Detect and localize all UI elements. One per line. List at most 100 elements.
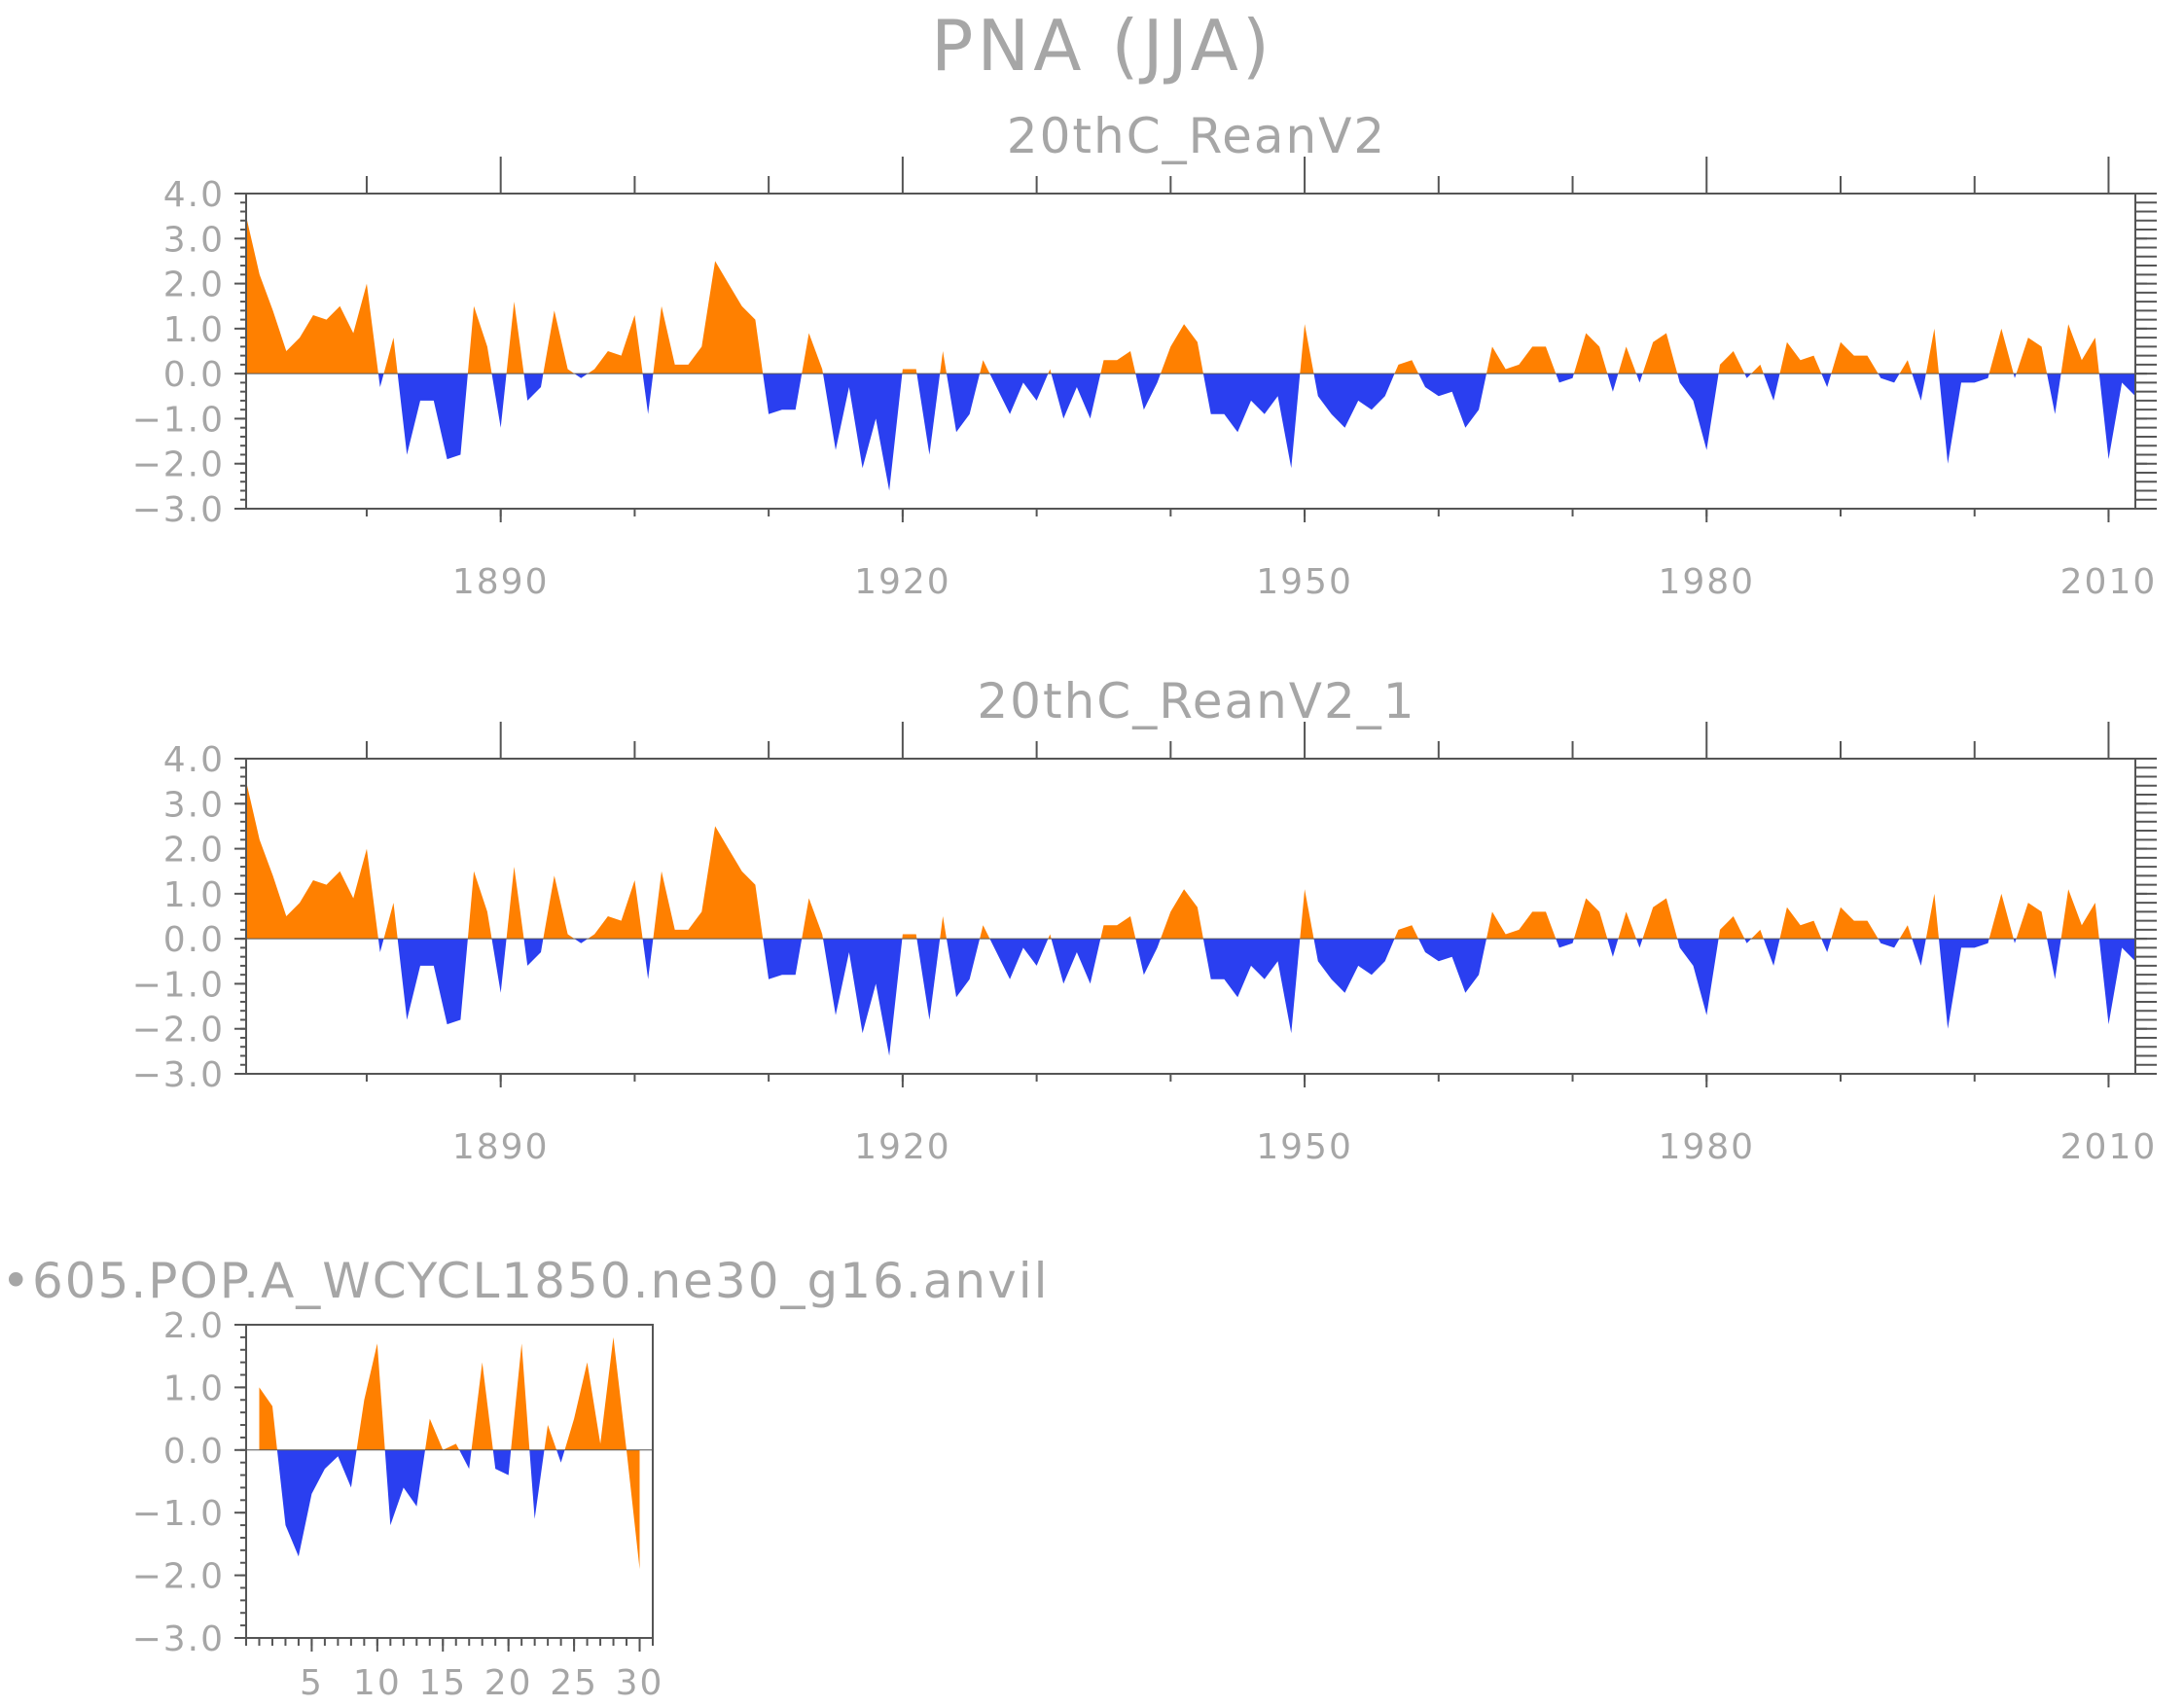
negative-anomaly-area bbox=[1636, 939, 1643, 948]
negative-anomaly-area bbox=[574, 373, 589, 378]
positive-anomaly-area bbox=[588, 880, 643, 940]
negative-anomaly-area bbox=[2013, 939, 2017, 943]
positive-anomaly-area bbox=[1751, 929, 1764, 940]
negative-anomaly-area bbox=[1763, 373, 1780, 401]
y-tick-label: 2.0 bbox=[163, 266, 225, 305]
negative-anomaly-area bbox=[1051, 373, 1101, 419]
positive-anomaly-area bbox=[511, 1343, 530, 1450]
y-tick-label: −1.0 bbox=[132, 1494, 225, 1534]
negative-anomaly-area bbox=[916, 939, 941, 1020]
negative-anomaly-area bbox=[1636, 373, 1643, 383]
positive-anomaly-area bbox=[467, 871, 492, 940]
negative-anomaly-area bbox=[2098, 939, 2135, 1025]
negative-anomaly-area bbox=[1878, 939, 1900, 948]
negative-anomaly-area bbox=[989, 373, 1049, 414]
figure-title: PNA (JJA) bbox=[931, 5, 1273, 87]
negative-anomaly-area bbox=[492, 1449, 512, 1476]
x-tick-label: 2010 bbox=[2060, 562, 2158, 602]
y-tick-label: −3.0 bbox=[132, 1055, 225, 1095]
negative-anomaly-area bbox=[1556, 373, 1574, 383]
positive-anomaly-area bbox=[653, 826, 764, 940]
positive-anomaly-area bbox=[1718, 351, 1745, 374]
negative-anomaly-area bbox=[377, 939, 384, 952]
plot-frame bbox=[245, 758, 2136, 1075]
x-tick-label: 1890 bbox=[452, 562, 550, 602]
positive-anomaly-area bbox=[1899, 360, 1913, 374]
negative-anomaly-area bbox=[491, 373, 507, 428]
y-tick-label: 2.0 bbox=[163, 1306, 225, 1346]
negative-anomaly-area bbox=[1912, 373, 1926, 401]
y-tick-label: 4.0 bbox=[163, 740, 225, 780]
panel-20thc-reanv2-1: 20thC_ReanV2_1 4.0 3.0 2.01.0 0.0 −1.0 −2.0 −3… bbox=[132, 673, 2158, 1167]
negative-anomaly-area bbox=[523, 939, 544, 966]
negative-anomaly-area bbox=[384, 1449, 425, 1526]
x-tick-label: 5 bbox=[300, 1663, 324, 1703]
x-tick-label: 15 bbox=[418, 1663, 467, 1703]
negative-anomaly-area bbox=[459, 1449, 472, 1470]
negative-anomaly-area bbox=[947, 373, 981, 433]
positive-anomaly-area bbox=[1048, 934, 1052, 940]
negative-anomaly-area bbox=[823, 939, 903, 1056]
negative-anomaly-area bbox=[523, 373, 544, 401]
negative-anomaly-area bbox=[1744, 373, 1752, 378]
positive-anomaly-area bbox=[1573, 333, 1608, 374]
x-tick-label: 25 bbox=[550, 1663, 598, 1703]
negative-anomaly-area bbox=[642, 373, 654, 414]
negative-anomaly-area bbox=[397, 939, 468, 1025]
negative-anomaly-area bbox=[2047, 373, 2061, 414]
negative-anomaly-area bbox=[1051, 939, 1101, 984]
negative-anomaly-area bbox=[1135, 939, 1161, 976]
negative-anomaly-area bbox=[1821, 373, 1832, 387]
positive-anomaly-area bbox=[1394, 925, 1419, 940]
positive-anomaly-area bbox=[246, 216, 378, 374]
y-tick-label: −3.0 bbox=[132, 490, 225, 530]
positive-anomaly-area bbox=[1394, 360, 1419, 374]
y-tick-label: 4.0 bbox=[163, 175, 225, 215]
positive-anomaly-area bbox=[246, 781, 378, 940]
positive-anomaly-area bbox=[1300, 889, 1314, 940]
negative-anomaly-area bbox=[642, 939, 654, 979]
y-tick-label: −2.0 bbox=[132, 1557, 225, 1597]
negative-anomaly-area bbox=[491, 939, 507, 993]
plot-frame bbox=[245, 1324, 654, 1639]
positive-anomaly-area bbox=[588, 315, 643, 374]
negative-anomaly-area bbox=[989, 939, 1049, 979]
y-tick-label: 1.0 bbox=[163, 1369, 225, 1408]
positive-anomaly-area bbox=[980, 360, 990, 374]
x-tick-label: 20 bbox=[484, 1663, 533, 1703]
y-tick-label: −2.0 bbox=[132, 1011, 225, 1050]
positive-anomaly-area bbox=[1486, 346, 1557, 374]
y-tick-label: 0.0 bbox=[163, 355, 225, 395]
y-tick-label: 1.0 bbox=[163, 875, 225, 915]
positive-anomaly-area bbox=[1642, 898, 1678, 940]
positive-anomaly-area bbox=[506, 867, 524, 940]
positive-anomaly-area bbox=[802, 898, 823, 940]
panel-title: •605.POP.A_WCYCL1850.ne30_g16.anvil bbox=[1, 1253, 1049, 1309]
negative-anomaly-area bbox=[1607, 939, 1619, 957]
negative-anomaly-area bbox=[1677, 373, 1719, 450]
panel-title: 20thC_ReanV2 bbox=[1007, 108, 1386, 164]
negative-anomaly-area bbox=[1677, 939, 1719, 1015]
negative-anomaly-area bbox=[1763, 939, 1780, 966]
positive-anomaly-area bbox=[1779, 341, 1822, 374]
negative-anomaly-area bbox=[2013, 373, 2017, 378]
negative-anomaly-area bbox=[1313, 373, 1395, 428]
panel-20thc-reanv2: 20thC_ReanV2 4.0 3.0 2.0 1.0 0.0 −1.0 −2.0 −3.0… bbox=[132, 108, 2158, 602]
negative-anomaly-area bbox=[574, 939, 589, 943]
negative-anomaly-area bbox=[1202, 373, 1301, 469]
y-tick-label: −2.0 bbox=[132, 445, 225, 485]
y-tick-label: −1.0 bbox=[132, 965, 225, 1005]
x-tick-label: 2010 bbox=[2060, 1127, 2158, 1167]
positive-anomaly-area bbox=[1831, 907, 1879, 940]
y-tick-label: 2.0 bbox=[163, 831, 225, 871]
y-tick-label: 0.0 bbox=[163, 920, 225, 960]
negative-anomaly-area bbox=[823, 373, 903, 491]
positive-anomaly-area bbox=[1751, 364, 1764, 374]
negative-anomaly-area bbox=[1939, 373, 1989, 464]
positive-anomaly-area bbox=[471, 1362, 493, 1450]
negative-anomaly-area bbox=[1202, 939, 1301, 1034]
x-tick-label: 1950 bbox=[1256, 562, 1353, 602]
positive-anomaly-area bbox=[544, 1425, 557, 1450]
positive-anomaly-area bbox=[383, 903, 398, 940]
